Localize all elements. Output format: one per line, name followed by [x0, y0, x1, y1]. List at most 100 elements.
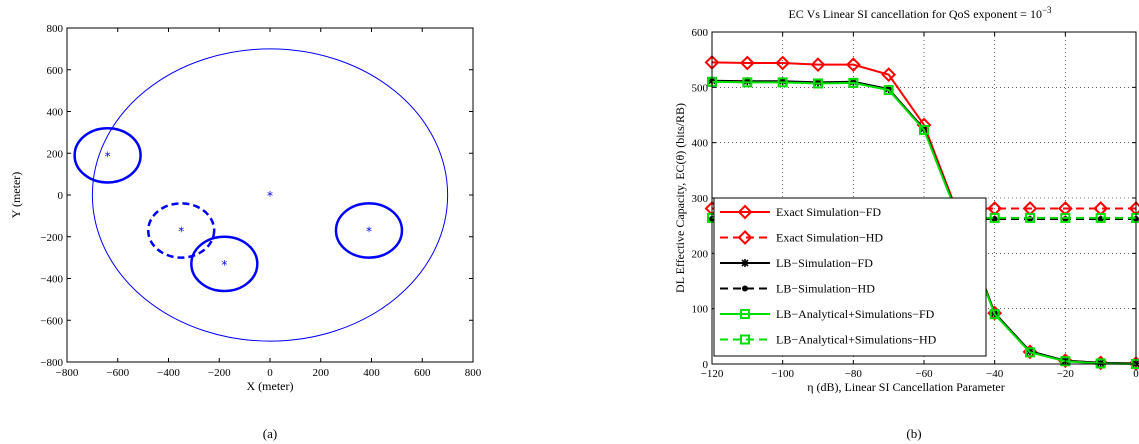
panel-b-x-axis-label: η (dB), Linear SI Cancellation Parameter	[807, 380, 1005, 394]
x-tick-label: 600	[414, 367, 431, 379]
base-station-point: *	[178, 224, 184, 238]
diamond-marker	[881, 67, 897, 83]
legend-box	[713, 197, 987, 357]
x-tick-label: −20	[1057, 368, 1075, 380]
diamond-marker	[739, 55, 755, 71]
star-marker	[884, 84, 893, 93]
legend-item: Exact Simulation−HD	[720, 230, 883, 245]
y-tick-label: −800	[40, 357, 63, 369]
x-tick-label: −200	[208, 367, 231, 379]
legend-label: LB−Simulation−HD	[776, 282, 875, 296]
legend-item: Exact Simulation−FD	[720, 204, 881, 220]
y-tick-label: 0	[703, 359, 709, 371]
panel-b-caption: (b)	[906, 426, 921, 441]
panel-b-title: EC Vs Linear SI cancellation for QoS exp…	[788, 5, 1052, 21]
panel-b-title-main: EC Vs Linear SI cancellation for QoS exp…	[788, 7, 1042, 21]
panel-a-caption: (a)	[263, 426, 277, 441]
legend-label: LB−Simulation−FD	[776, 256, 873, 270]
x-tick-label: −800	[56, 367, 79, 379]
panel-a-ticks: −800 −600 −400 −200 0 200 400 600 800 −800 −600 −40…	[40, 23, 481, 379]
x-tick-label: −60	[915, 368, 933, 380]
base-station-point: *	[366, 224, 372, 238]
diamond-marker	[737, 204, 753, 220]
panel-a-x-axis-label: X (meter)	[247, 379, 294, 393]
square-marker	[1025, 212, 1035, 223]
legend-label: Exact Simulation−FD	[776, 205, 881, 219]
x-tick-label: 0	[1133, 368, 1139, 380]
y-tick-label: 400	[692, 138, 709, 150]
y-tick-label: 400	[47, 107, 64, 119]
y-tick-label: 200	[47, 148, 64, 160]
square-marker	[1095, 212, 1106, 223]
square-marker	[989, 309, 1000, 320]
star-marker	[743, 77, 752, 86]
legend-item: LB−Simulation−HD	[720, 282, 875, 296]
square-marker	[1060, 356, 1071, 367]
base-station-point: *	[267, 189, 273, 203]
legend-label: Exact Simulation−HD	[776, 231, 883, 245]
macro-cell-boundary	[91, 48, 449, 342]
panel-b-title-superscript: −3	[1042, 5, 1052, 15]
panel-a-plot-area: * * * * *	[73, 48, 449, 342]
panel-a-network-layout: −800 −600 −400 −200 0 200 400 600 800 −800 −600 −40…	[9, 23, 482, 441]
dot-marker	[742, 285, 748, 292]
y-tick-label: 100	[692, 304, 709, 316]
star-marker	[814, 78, 822, 87]
panel-a-y-axis-label: Y (meter)	[9, 172, 23, 219]
y-tick-label: 800	[47, 23, 64, 35]
y-tick-label: −200	[40, 232, 63, 244]
y-tick-label: −600	[40, 315, 63, 327]
square-marker	[740, 309, 750, 319]
square-marker	[883, 85, 894, 96]
small-cell-boundary	[73, 126, 142, 184]
star-marker	[741, 259, 749, 267]
legend-label: LB−Analytical+Simulations−HD	[776, 333, 937, 347]
square-marker	[848, 77, 859, 88]
legend-item: LB−Simulation−FD	[720, 256, 873, 270]
star-marker	[778, 77, 787, 86]
x-tick-label: 400	[363, 367, 380, 379]
panel-b-legend: Exact Simulation−FD Exact Simulation−HD LB…	[713, 197, 987, 357]
square-marker	[813, 78, 823, 89]
y-tick-label: 0	[58, 190, 64, 202]
x-tick-label: 800	[465, 367, 482, 379]
square-marker	[919, 124, 929, 135]
legend-item: LB−Analytical+Simulations−HD	[720, 333, 937, 347]
y-tick-label: 300	[692, 193, 709, 205]
square-marker	[1060, 212, 1071, 223]
base-station-point: *	[221, 258, 227, 272]
square-marker	[740, 334, 750, 345]
x-tick-label: −100	[771, 368, 794, 380]
x-tick-label: −80	[845, 368, 863, 380]
y-tick-label: −400	[40, 274, 63, 286]
base-station-point: *	[105, 149, 111, 163]
x-tick-label: −40	[986, 368, 1004, 380]
small-cell-boundary	[190, 235, 259, 293]
panel-b-ticks: −120 −100 −80 −60 −40 −20 0 0 100 200 300 400 500 600	[692, 27, 1139, 380]
dot-marker	[991, 216, 998, 223]
square-marker	[989, 212, 1000, 223]
square-marker	[742, 77, 753, 88]
x-tick-label: −400	[157, 367, 180, 379]
diamond-marker	[845, 57, 861, 73]
square-marker	[1095, 358, 1106, 369]
x-tick-label: −600	[106, 367, 129, 379]
y-tick-label: 200	[692, 248, 709, 260]
diamond-marker	[810, 57, 826, 73]
y-tick-label: 600	[692, 27, 709, 39]
panel-b-effective-capacity-chart: −120 −100 −80 −60 −40 −20 0 0 100 200 300 400 500 600…	[673, 5, 1139, 441]
x-tick-label: 0	[267, 367, 273, 379]
y-tick-label: 600	[47, 65, 64, 77]
small-cell-boundary	[146, 202, 216, 259]
x-tick-label: 200	[313, 367, 330, 379]
square-marker	[777, 77, 788, 88]
diamond-marker	[775, 55, 791, 71]
small-cell-boundary	[334, 202, 404, 259]
panel-b-y-axis-label: DL Effective Capacity, EC(θ) (bits/RB)	[673, 103, 687, 293]
x-tick-label: −120	[701, 368, 724, 380]
star-marker	[849, 77, 858, 86]
legend-label: LB−Analytical+Simulations−FD	[776, 307, 935, 321]
diamond-marker	[737, 230, 753, 245]
y-tick-label: 500	[692, 82, 709, 94]
